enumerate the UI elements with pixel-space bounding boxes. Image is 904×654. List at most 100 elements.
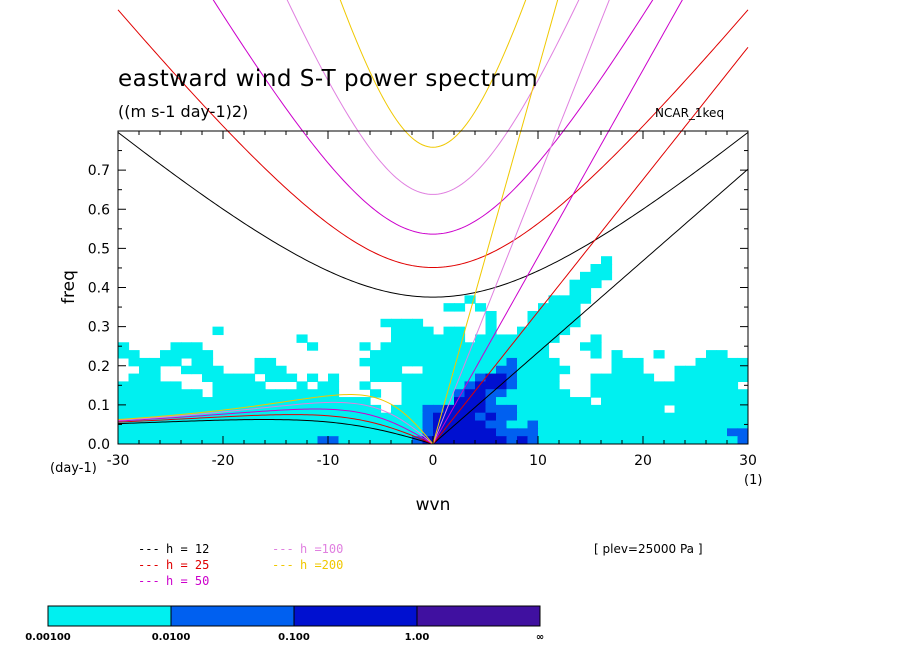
contour-cell <box>685 412 697 422</box>
contour-cell <box>496 350 508 359</box>
contour-cell <box>695 365 707 375</box>
contour-cell <box>496 373 508 383</box>
contour-cell <box>265 357 277 367</box>
contour-cell <box>223 389 235 398</box>
contour-cell <box>191 436 203 444</box>
contour-cell <box>181 365 193 375</box>
contour-cell <box>622 381 634 390</box>
contour-cell <box>622 365 634 375</box>
contour-cell <box>391 318 403 328</box>
contour-cell <box>401 342 413 351</box>
contour-cell <box>569 436 581 444</box>
contour-cell <box>464 404 476 414</box>
chart-subtitle: ((m s-1 day-1)2) <box>118 102 249 121</box>
contour-cell <box>632 381 644 390</box>
contour-cell <box>181 389 193 398</box>
contour-cell <box>433 428 445 437</box>
contour-cell <box>244 397 256 406</box>
contour-cell <box>664 436 676 444</box>
contour-cell <box>622 397 634 406</box>
contour-cell <box>643 381 655 390</box>
contour-cell <box>422 412 434 422</box>
rossby-curve <box>117 414 434 445</box>
contour-cell <box>181 350 193 359</box>
contour-cell <box>254 389 266 398</box>
contour-cell <box>170 342 182 351</box>
contour-cell <box>475 334 487 343</box>
contour-cell <box>191 342 203 351</box>
contour-cell <box>475 342 487 351</box>
contour-cell <box>380 412 392 422</box>
contour-cell <box>737 420 748 429</box>
contour-cell <box>433 342 445 351</box>
contour-cell <box>412 334 424 343</box>
y-tick-label: 0.7 <box>88 163 110 179</box>
contour-cell <box>181 342 193 351</box>
contour-cell <box>128 397 140 406</box>
contour-cell <box>643 373 655 383</box>
colorbar-swatch <box>47 605 172 627</box>
contour-cell <box>727 397 739 406</box>
contour-cell <box>548 420 560 429</box>
contour-cell <box>569 428 581 437</box>
contour-cell <box>338 428 350 437</box>
contour-cell <box>559 412 571 422</box>
contour-cell <box>191 412 203 422</box>
contour-cell <box>181 436 193 444</box>
contour-cell <box>685 389 697 398</box>
contour-cell <box>496 389 508 398</box>
contour-cell <box>443 412 455 422</box>
contour-cell <box>433 436 445 444</box>
contour-cell <box>202 365 214 375</box>
contour-cell <box>590 279 602 289</box>
contour-cell <box>611 428 623 437</box>
contour-cell <box>454 365 466 375</box>
contour-cell <box>527 389 539 398</box>
contour-cell <box>454 350 466 359</box>
contour-cell <box>538 428 550 437</box>
contour-cell <box>674 397 686 406</box>
contour-cell <box>485 436 497 444</box>
contour-cell <box>160 350 172 359</box>
contour-cell <box>506 389 518 398</box>
contour-cell <box>527 326 539 336</box>
contour-cell <box>370 436 382 444</box>
contour-cell <box>202 412 214 422</box>
contour-cell <box>601 397 613 406</box>
contour-cell <box>506 397 518 406</box>
contour-cell <box>296 389 308 398</box>
contour-cell <box>695 373 707 383</box>
contour-cell <box>527 428 539 437</box>
contour-cell <box>548 326 560 336</box>
contour-cell <box>317 428 329 437</box>
contour-cell <box>265 420 277 429</box>
contour-cell <box>265 436 277 444</box>
contour-cell <box>485 381 497 390</box>
contour-cell <box>328 397 340 406</box>
contour-cell <box>118 428 130 437</box>
contour-cell <box>422 326 434 336</box>
contour-cell <box>359 404 371 414</box>
contour-cell <box>128 436 140 444</box>
contour-cell <box>580 342 592 351</box>
contour-cell <box>443 428 455 437</box>
kelvin-curve <box>432 0 559 445</box>
contour-cell <box>590 389 602 398</box>
contour-cell <box>443 389 455 398</box>
contour-cell <box>254 404 266 414</box>
contour-cell <box>233 389 245 398</box>
contour-cell <box>401 318 413 328</box>
contour-cell <box>475 373 487 383</box>
contour-cell <box>265 397 277 406</box>
contour-cell <box>118 436 130 444</box>
contour-cell <box>454 404 466 414</box>
contour-cell <box>212 381 224 390</box>
contour-cell <box>695 428 707 437</box>
contour-cell <box>443 357 455 367</box>
contour-cell <box>674 412 686 422</box>
y-axis-label: freq <box>59 270 79 304</box>
contour-cell <box>548 389 560 398</box>
contour-cell <box>695 381 707 390</box>
contour-cell <box>622 428 634 437</box>
contour-cell <box>527 381 539 390</box>
